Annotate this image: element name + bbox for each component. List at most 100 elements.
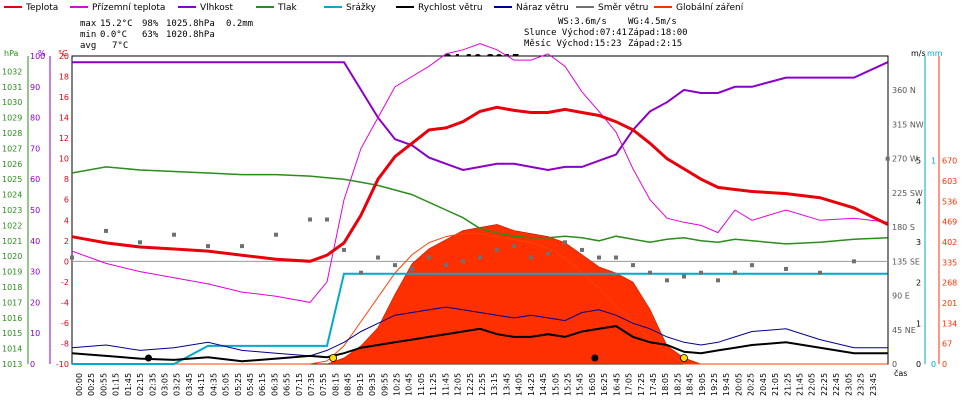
pct-tick: 10 — [30, 329, 40, 338]
wind-direction-point — [138, 240, 142, 245]
stats-block: max 15.2°C 98% 1025.8hPa 0.2mm min 0.0°C… — [80, 19, 253, 51]
time-tick: 06:15 — [258, 373, 267, 396]
dir-tick: 225 SW — [892, 189, 923, 198]
wind-direction-point — [206, 244, 210, 249]
legend-item: Vlhkost — [200, 3, 233, 13]
time-tick: 23:25 — [857, 373, 866, 396]
astro-block: WS:3.6m/s WG:4.5m/s Slunce Východ:07:41 … — [524, 17, 688, 49]
wind-direction-point — [308, 217, 312, 222]
time-tick: 14:45 — [539, 373, 548, 396]
pct-tick: 80 — [30, 114, 40, 123]
time-tick: 21:05 — [771, 373, 780, 396]
temperature-line — [71, 105, 889, 263]
c-tick: -2 — [61, 278, 69, 287]
ms-tick: 2 — [916, 279, 921, 288]
time-tick: 22:45 — [832, 373, 841, 396]
hpa-tick: 1023 — [2, 206, 22, 215]
sun-set-text: Západ:18:00 — [628, 28, 688, 38]
time-tick: 01:45 — [124, 373, 133, 396]
wind-direction-point — [393, 263, 397, 268]
hpa-tick: 1028 — [2, 129, 22, 138]
hpa-tick: 1025 — [2, 175, 22, 184]
sunrise-marker — [329, 354, 338, 362]
time-tick: 03:25 — [173, 373, 182, 396]
wind-direction-point — [495, 247, 499, 252]
time-tick: 09:15 — [356, 373, 365, 396]
legend: Teplota Přízemní teplota Vlhkost Tlak Srážky… — [4, 3, 744, 13]
wind-direction-point — [682, 274, 686, 279]
hpa-tick: 1024 — [2, 191, 22, 200]
wind-direction-point — [240, 244, 244, 249]
wm2-tick: 134 — [942, 319, 957, 328]
wind-direction-point — [427, 255, 431, 260]
wind-direction-point — [631, 263, 635, 268]
pct-tick: 90 — [30, 83, 40, 92]
time-tick: 11:25 — [429, 373, 438, 396]
wind-direction-point — [342, 247, 346, 252]
legend-item: Směr větru — [598, 3, 648, 13]
ms-tick: 0 — [916, 360, 921, 369]
dir-tick: 45 NE — [892, 326, 916, 335]
wind-direction-point — [359, 270, 363, 275]
time-tick: 15:45 — [576, 373, 585, 396]
stat-min-temp: 0.0°C — [100, 30, 127, 40]
wg-text: WG:4.5m/s — [628, 17, 677, 27]
wm2-tick: 670 — [942, 157, 957, 166]
time-tick: 01:15 — [112, 373, 121, 396]
moon-rise-text: Měsíc Východ:15:23 — [524, 39, 622, 49]
hpa-tick: 1016 — [2, 314, 22, 323]
c-tick: 20 — [59, 52, 69, 61]
wind-direction-point — [444, 263, 448, 268]
mm-tick: 1 — [931, 157, 936, 166]
c-tick: 12 — [59, 134, 69, 143]
sunset-marker — [680, 354, 688, 362]
time-tick: 14:05 — [515, 373, 524, 396]
wind-direction-point — [648, 270, 652, 275]
time-tick: 18:05 — [661, 373, 670, 396]
c-tick: -6 — [61, 319, 69, 328]
time-tick: 21:45 — [796, 373, 805, 396]
pct-tick: 40 — [30, 237, 40, 246]
c-unit: °C — [58, 49, 68, 58]
moonrise-marker — [591, 354, 599, 362]
wind-direction-point — [716, 278, 720, 283]
wm2-tick: 201 — [942, 299, 957, 308]
c-tick: -4 — [61, 298, 69, 307]
dir-tick: 180 S — [892, 223, 915, 232]
time-tick: 16:45 — [612, 373, 621, 396]
c-tick: 8 — [64, 175, 69, 184]
hpa-tick: 1021 — [2, 237, 22, 246]
time-tick: 18:45 — [686, 373, 695, 396]
wm2-tick: 603 — [942, 177, 957, 186]
time-tick: 12:25 — [466, 373, 475, 396]
wind-direction-point — [818, 270, 822, 275]
pct-tick: 70 — [30, 144, 40, 153]
time-tick: 11:45 — [441, 373, 450, 396]
legend-item: Náraz větru — [516, 3, 569, 13]
dir-tick: 135 SE — [892, 257, 920, 266]
pct-tick: 100 — [30, 52, 45, 61]
wind-direction-point — [410, 266, 414, 271]
pressure-line — [71, 166, 888, 245]
mm-tick: 0 — [931, 360, 936, 369]
time-tick: 10:25 — [393, 373, 402, 396]
hpa-tick: 1027 — [2, 144, 22, 153]
stat-avg-label: avg — [80, 41, 96, 51]
c-tick: -10 — [56, 360, 69, 369]
time-tick: 17:05 — [625, 373, 634, 396]
sun-rise-text: Slunce Východ:07:41 — [524, 28, 627, 38]
time-tick: 20:45 — [759, 373, 768, 396]
wm2-tick: 268 — [942, 279, 957, 288]
stat-min-press: 1020.8hPa — [166, 30, 215, 40]
stat-min-hum: 63% — [142, 30, 159, 40]
time-tick: 17:45 — [649, 373, 658, 396]
c-tick: 0 — [64, 257, 69, 266]
time-tick: 00:55 — [99, 373, 108, 396]
time-tick: 16:05 — [588, 373, 597, 396]
ms-tick: 3 — [916, 238, 921, 247]
time-tick: 14:25 — [527, 373, 536, 396]
time-tick: 19:25 — [710, 373, 719, 396]
hpa-tick: 1022 — [2, 221, 22, 230]
dir-tick: 90 E — [892, 292, 910, 301]
